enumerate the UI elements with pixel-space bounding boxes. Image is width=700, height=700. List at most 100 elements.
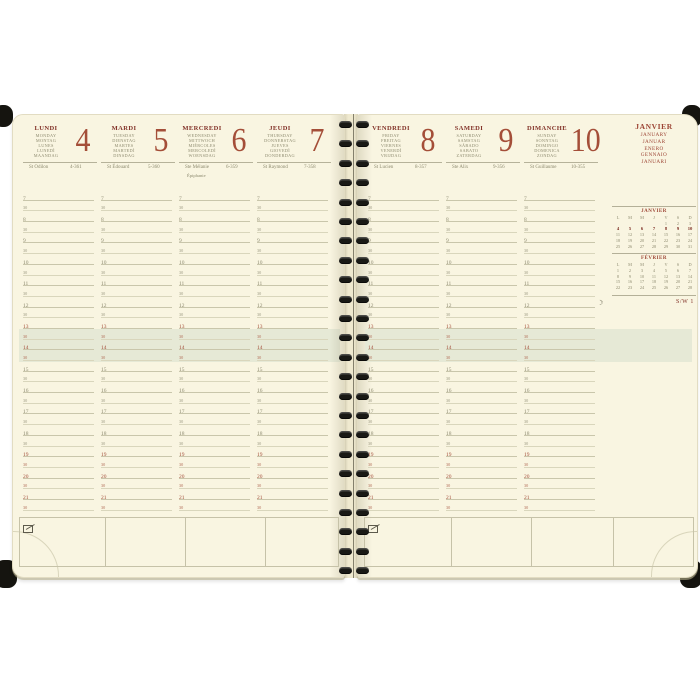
- time-label: 7: [179, 195, 182, 202]
- day-name-translation: DINSDAG: [113, 153, 135, 159]
- time-label: 30: [446, 226, 451, 232]
- time-label: 8: [23, 217, 26, 224]
- saint-row: St Édouard 5-360: [101, 165, 177, 173]
- day-name-block: LUNDI MONDAY MONTAG LUNES LUNEDÌ MAANDAG: [23, 125, 69, 159]
- time-label: 7: [23, 195, 26, 202]
- time-row: 30: [101, 393, 172, 404]
- time-row: 15: [257, 361, 328, 373]
- time-row: 30: [257, 500, 328, 511]
- calendar-date-cell: 15: [615, 279, 621, 285]
- day-header: LUNDI MONDAY MONTAG LUNES LUNEDÌ MAANDAG 4: [23, 122, 99, 162]
- day-name: LUNDI: [34, 125, 58, 132]
- time-label: 21: [524, 494, 530, 501]
- calendar-date-cell: 24: [687, 237, 693, 243]
- time-row: 9: [446, 233, 517, 244]
- time-label: 30: [257, 205, 262, 211]
- day-of-year: 6-359: [226, 165, 238, 170]
- calendar-date-cell: 25: [651, 285, 657, 291]
- time-row: 30: [257, 265, 328, 276]
- time-label: 19: [257, 452, 263, 459]
- time-grid: 7 30 8 30 9 30 10 30 11 30 12 30 13 30 14 30 15 30 16 30 17 3…: [524, 190, 595, 511]
- day-name-translation: MIÉRCOLES: [188, 142, 216, 148]
- spiral-coil: [339, 140, 352, 148]
- time-row: 30: [524, 222, 595, 233]
- time-row: 30: [101, 414, 172, 426]
- day-of-year: 9-356: [493, 165, 505, 170]
- time-label: 16: [101, 388, 107, 395]
- time-label: 8: [524, 217, 527, 224]
- time-row: 30: [23, 222, 94, 233]
- time-label: 30: [446, 397, 451, 403]
- time-label: 14: [524, 345, 530, 352]
- spiral-coil: [356, 276, 369, 284]
- time-row: 19: [179, 447, 250, 458]
- time-row: 14: [179, 340, 250, 351]
- time-label: 7: [446, 195, 449, 202]
- time-label: 30: [179, 248, 184, 254]
- saint-name: St Raymond: [263, 165, 288, 170]
- time-row: 12: [23, 297, 94, 309]
- day-header-rule: [524, 162, 598, 163]
- day-name-translation: SAMSTAG: [457, 137, 481, 143]
- time-row: 30: [179, 222, 250, 233]
- time-row: 30: [179, 457, 250, 468]
- time-row: 30: [368, 265, 439, 276]
- time-grid: 7 30 8 30 9 30 10 30 11 30 12 30 13 30 14 30 15 30 16 30 17 3…: [257, 190, 328, 511]
- time-row: 20: [179, 468, 250, 480]
- time-row: 18: [179, 425, 250, 437]
- time-label: 16: [368, 388, 374, 395]
- time-row: 30: [23, 393, 94, 404]
- time-row: 19: [257, 447, 328, 458]
- time-label: 30: [179, 419, 184, 425]
- day-of-year: 7-358: [304, 165, 316, 170]
- day-number: 8: [420, 122, 436, 159]
- day-name-translation: WEDNESDAY: [187, 132, 217, 138]
- time-row: 8: [257, 211, 328, 223]
- time-label: 15: [101, 366, 107, 373]
- time-row: 18: [446, 425, 517, 437]
- saint-row: St Raymond 7-358: [257, 165, 333, 173]
- time-label: 30: [446, 205, 451, 211]
- time-row: 30: [446, 372, 517, 383]
- calendar-date-cell: 29: [663, 243, 669, 249]
- time-label: 11: [179, 281, 185, 288]
- calendar-date-cell: 16: [627, 279, 633, 285]
- calendar-date-cell: 27: [639, 243, 645, 249]
- time-label: 20: [23, 473, 29, 480]
- time-label: 17: [23, 409, 29, 416]
- day-column-dimanche: DIMANCHE SUNDAY SONNTAG DOMINGO DOMENICA ZOND…: [524, 122, 601, 573]
- time-label: 30: [446, 461, 451, 467]
- right-page: JANVIER JANUARY JANUAR ENERO GENNAIO JAN…: [357, 114, 698, 578]
- spiral-coil: [356, 315, 369, 322]
- calendar-date-cell: 21: [651, 237, 657, 243]
- day-header-rule: [101, 162, 175, 163]
- time-row: 30: [446, 414, 517, 426]
- day-name-block: DIMANCHE SUNDAY SONNTAG DOMINGO DOMENICA ZOND…: [524, 125, 570, 159]
- time-row: 30: [257, 350, 328, 361]
- time-row: 11: [446, 276, 517, 287]
- month-translation: JANUAR: [642, 138, 666, 145]
- time-label: 18: [179, 430, 185, 437]
- time-label: 9: [524, 238, 527, 245]
- time-label: 20: [179, 473, 185, 480]
- time-row: 19: [524, 447, 595, 458]
- spiral-coil: [339, 392, 352, 400]
- time-label: 30: [446, 483, 451, 489]
- calendar-day-letter: J: [653, 215, 655, 220]
- time-row: 16: [23, 382, 94, 394]
- time-row: 11: [368, 276, 439, 287]
- time-label: 8: [101, 217, 104, 224]
- time-label: 30: [524, 269, 529, 275]
- time-label: 30: [23, 290, 28, 296]
- day-name-translation: GIOVEDÌ: [270, 148, 290, 154]
- time-label: 30: [524, 419, 529, 425]
- calendar-week-row: 18 19 20 21 22 23 24: [612, 238, 696, 244]
- time-label: 18: [368, 430, 374, 437]
- time-row: 30: [257, 329, 328, 340]
- time-label: 21: [446, 494, 452, 501]
- day-name-translation: SONNTAG: [535, 137, 559, 143]
- day-of-year: 10-355: [571, 165, 586, 170]
- time-label: 10: [524, 259, 530, 266]
- time-label: 30: [524, 290, 529, 296]
